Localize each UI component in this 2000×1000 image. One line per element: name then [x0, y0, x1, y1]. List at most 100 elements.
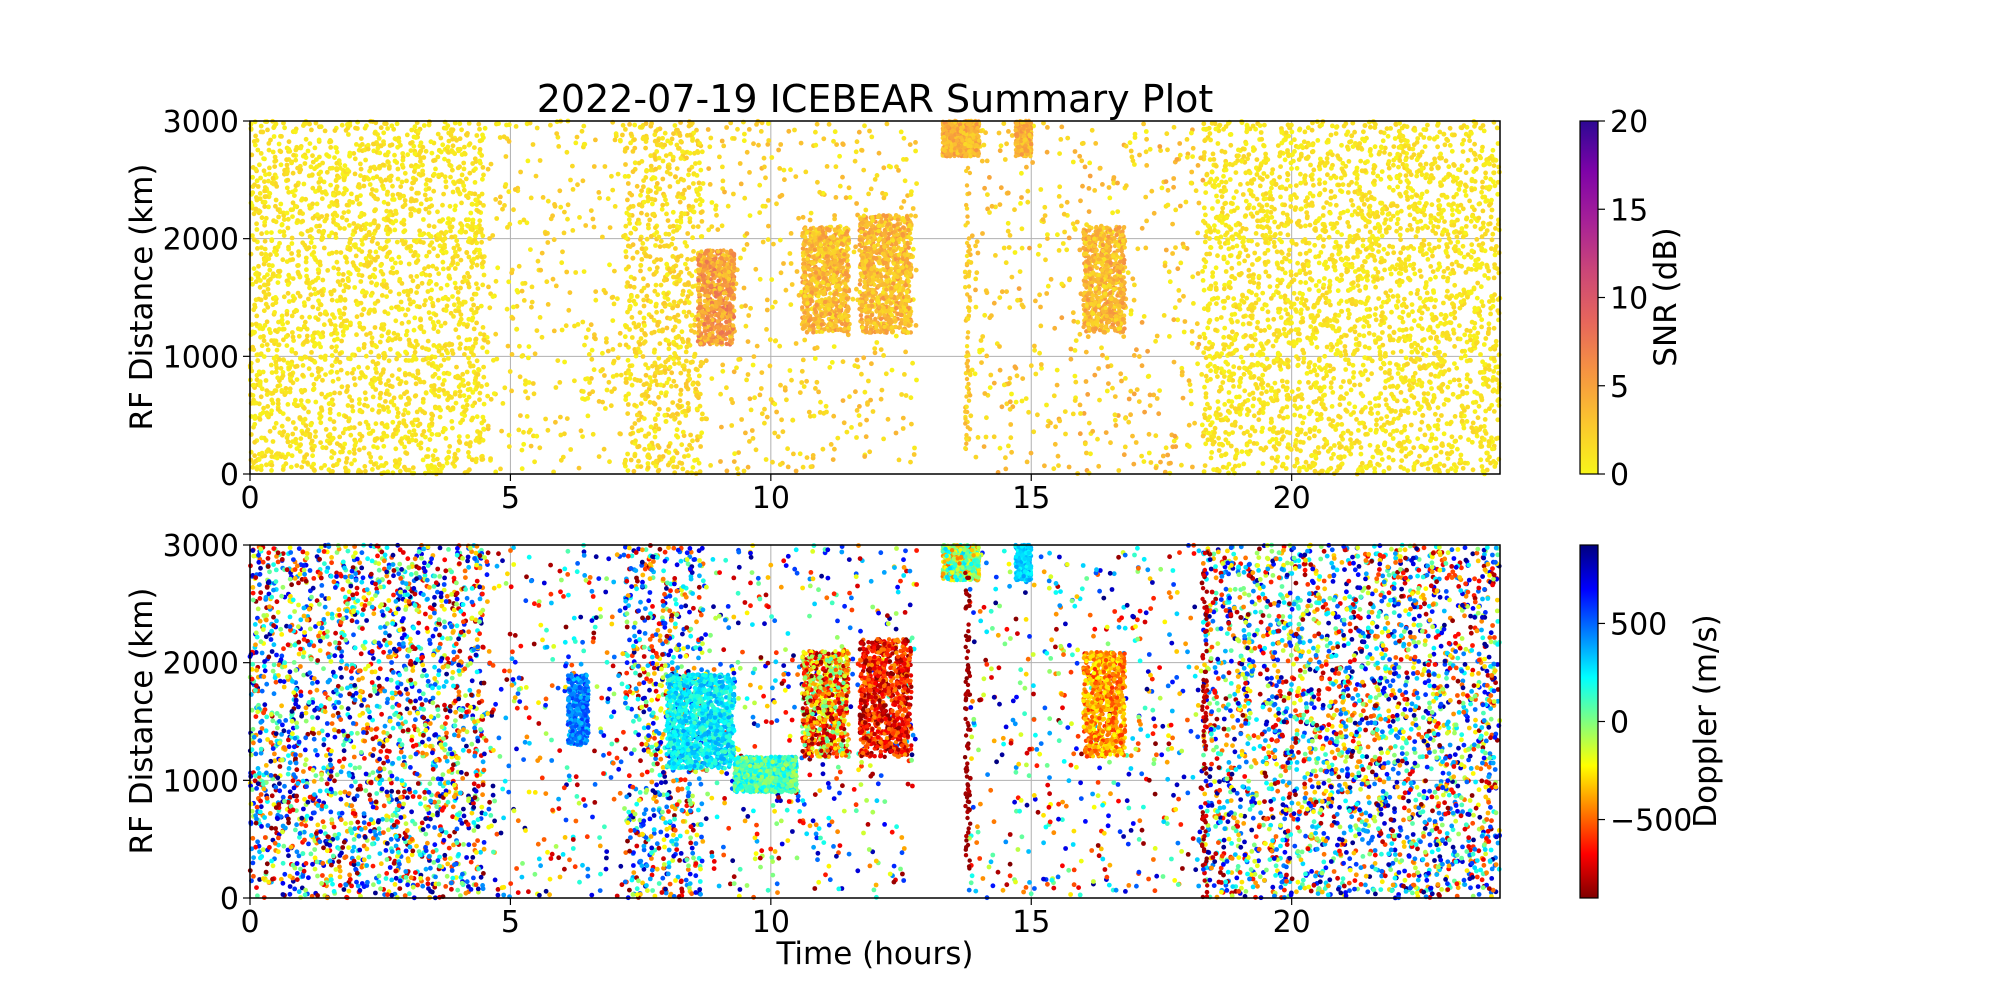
dense-echo-point — [628, 231, 633, 236]
dense-echo-point — [1450, 212, 1455, 217]
dense-echo-point — [411, 278, 416, 283]
dense-echo-point — [323, 129, 328, 134]
dense-echo-point — [682, 409, 687, 414]
dense-echo-point — [687, 377, 692, 382]
dense-echo-point — [310, 202, 315, 207]
dense-echo-point — [452, 464, 457, 469]
dense-echo-point — [662, 413, 667, 418]
dense-echo-point — [368, 275, 373, 280]
dense-echo-point — [353, 443, 358, 448]
dense-echo-point — [311, 250, 316, 255]
dense-echo-point — [286, 439, 291, 444]
dense-echo-point — [671, 155, 676, 160]
dense-echo-point — [379, 326, 384, 331]
dense-echo-point — [370, 187, 375, 192]
dense-echo-point — [432, 172, 437, 177]
dense-echo-point — [371, 444, 376, 449]
dense-echo-point — [1270, 167, 1275, 172]
dense-echo-point — [665, 170, 670, 175]
dense-echo-point — [331, 265, 336, 270]
dense-echo-point — [319, 392, 324, 397]
dense-echo-point — [1350, 203, 1355, 208]
dense-echo-point — [481, 325, 486, 330]
dense-echo-point — [424, 149, 429, 154]
dense-echo-point — [1334, 240, 1339, 245]
dense-echo-point — [1201, 219, 1206, 224]
dense-echo-point — [1201, 350, 1206, 355]
dense-echo-point — [402, 222, 407, 227]
dense-echo-point — [654, 149, 659, 154]
dense-echo-point — [334, 161, 339, 166]
dense-echo-point — [418, 156, 423, 161]
dense-echo-point — [403, 228, 408, 233]
dense-echo-point — [435, 209, 440, 214]
dense-echo-point — [1363, 160, 1368, 165]
dense-echo-point — [320, 278, 325, 283]
dense-echo-point — [259, 464, 264, 469]
dense-echo-point — [624, 343, 629, 348]
dense-echo-point — [1362, 355, 1367, 360]
chart-title: 2022-07-19 ICEBEAR Summary Plot — [537, 77, 1214, 121]
dense-echo-point — [1423, 433, 1428, 438]
dense-echo-point — [252, 237, 257, 242]
dense-echo-point — [658, 257, 663, 262]
dense-echo-point — [311, 160, 316, 165]
dense-echo-point — [271, 150, 276, 155]
dense-echo-point — [430, 432, 435, 437]
dense-echo-point — [333, 128, 338, 133]
dense-echo-point — [1363, 432, 1368, 437]
dense-echo-point — [407, 468, 412, 473]
dense-echo-point — [363, 390, 368, 395]
dense-echo-point — [630, 335, 635, 340]
dense-echo-point — [1429, 457, 1434, 462]
dense-echo-point — [364, 256, 369, 261]
dense-echo-point — [463, 152, 468, 157]
dense-echo-point — [465, 223, 470, 228]
dense-echo-point — [252, 383, 257, 388]
dense-echo-point — [1399, 449, 1404, 454]
dense-echo-point — [411, 357, 416, 362]
dense-echo-point — [1483, 171, 1488, 176]
dense-echo-point — [698, 434, 703, 439]
dense-echo-point — [678, 200, 683, 205]
dense-echo-point — [384, 282, 389, 287]
dense-echo-point — [255, 373, 260, 378]
dense-echo-point — [640, 241, 645, 246]
dense-echo-point — [254, 322, 259, 327]
dense-echo-point — [374, 282, 379, 287]
dense-echo-point — [1375, 210, 1380, 215]
dense-echo-point — [1238, 182, 1243, 187]
dense-echo-point — [481, 427, 486, 432]
dense-echo-point — [1342, 124, 1347, 129]
dense-echo-point — [1313, 336, 1318, 341]
dense-echo-point — [306, 427, 311, 432]
dense-echo-point — [369, 293, 374, 298]
dense-echo-point — [1391, 458, 1396, 463]
dense-echo-point — [669, 370, 674, 375]
dense-echo-point — [674, 343, 679, 348]
dense-echo-point — [1376, 270, 1381, 275]
dense-echo-point — [698, 168, 703, 173]
dense-echo-point — [459, 312, 464, 317]
dense-echo-point — [280, 222, 285, 227]
dense-echo-point — [674, 275, 679, 280]
dense-echo-point — [1480, 234, 1485, 239]
dense-echo-point — [658, 126, 663, 131]
dense-echo-point — [1239, 355, 1244, 360]
dense-echo-point — [1416, 226, 1421, 231]
dense-echo-point — [658, 341, 663, 346]
dense-echo-point — [346, 403, 351, 408]
dense-echo-point — [411, 180, 416, 185]
dense-echo-point — [393, 318, 398, 323]
dense-echo-point — [330, 449, 335, 454]
dense-echo-point — [1471, 467, 1476, 472]
dense-echo-point — [318, 420, 323, 425]
dense-echo-point — [398, 469, 403, 474]
dense-echo-point — [660, 203, 665, 208]
dense-echo-point — [444, 185, 449, 190]
dense-echo-point — [297, 415, 302, 420]
dense-echo-point — [467, 346, 472, 351]
dense-echo-point — [273, 295, 278, 300]
dense-echo-point — [265, 342, 270, 347]
dense-echo-point — [669, 242, 674, 247]
